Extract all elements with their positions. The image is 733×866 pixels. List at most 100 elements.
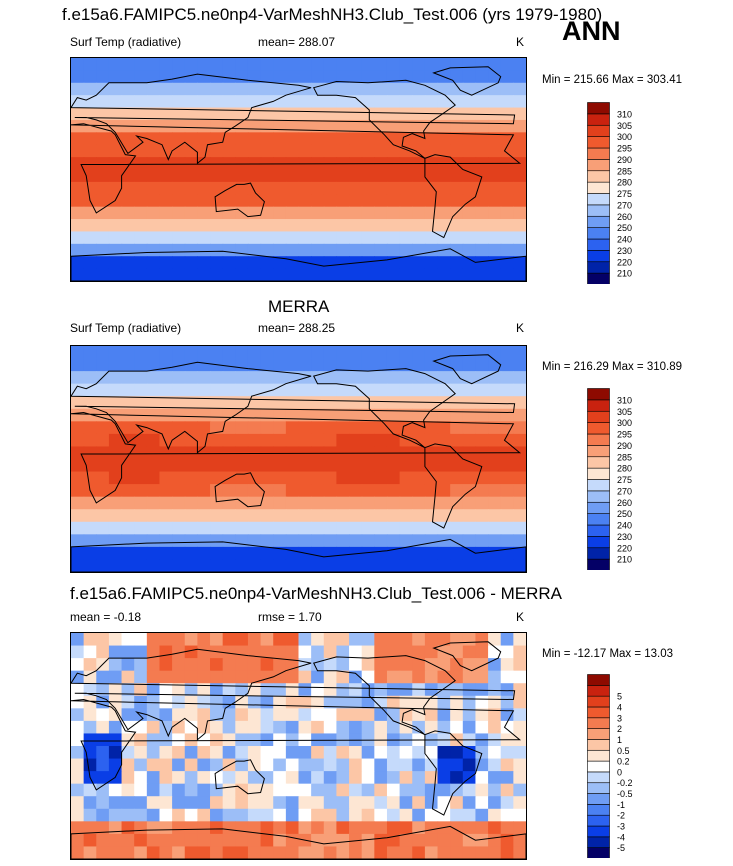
colorbar-box xyxy=(587,771,610,784)
field-cell xyxy=(399,408,413,422)
field-cell xyxy=(361,194,375,208)
field-cell xyxy=(71,433,85,448)
field-cell xyxy=(146,346,161,360)
field-cell xyxy=(399,546,413,561)
field-cell xyxy=(361,708,375,722)
field-cell xyxy=(475,58,489,71)
field-cell xyxy=(197,496,211,510)
field-cell xyxy=(475,194,489,208)
field-cell xyxy=(235,645,249,659)
field-cell xyxy=(71,256,85,270)
field-cell xyxy=(374,559,388,572)
field-cell xyxy=(513,219,526,233)
field-cell xyxy=(386,433,401,448)
field-cell xyxy=(386,471,401,485)
field-cell xyxy=(172,433,186,448)
field-cell xyxy=(323,231,338,245)
field-cell xyxy=(500,658,514,672)
field-cell xyxy=(121,471,135,485)
colorbar-box xyxy=(587,159,610,172)
field-cell xyxy=(146,683,161,697)
field-cell xyxy=(386,132,401,146)
field-cell xyxy=(386,670,401,684)
field-cell xyxy=(146,358,161,372)
field-cell xyxy=(197,783,211,797)
field-cell xyxy=(488,633,502,647)
field-cell xyxy=(273,433,287,448)
field-cell xyxy=(412,808,426,822)
field-cell xyxy=(500,796,514,810)
field-cell xyxy=(184,758,198,772)
field-cell xyxy=(450,521,464,535)
field-cell xyxy=(210,546,224,561)
field-cell xyxy=(450,808,464,822)
africa-outline xyxy=(71,411,522,504)
field-cell xyxy=(273,645,287,659)
field-cell xyxy=(412,459,426,473)
field-cell xyxy=(361,181,375,195)
field-cell xyxy=(121,459,135,473)
field-cell xyxy=(260,546,274,561)
field-cell xyxy=(197,256,211,270)
field-cell xyxy=(412,683,426,697)
field-cell xyxy=(210,408,224,422)
field-cell xyxy=(437,471,451,485)
field-cell xyxy=(146,771,161,785)
field-cell xyxy=(247,206,262,220)
colorbar-label: 275 xyxy=(617,189,632,199)
field-cell xyxy=(399,783,413,797)
field-cell xyxy=(298,169,312,183)
coastlines xyxy=(71,641,526,859)
field-cell xyxy=(298,796,312,810)
field-cell xyxy=(323,371,338,385)
field-cell xyxy=(71,496,85,510)
field-cell xyxy=(462,509,477,523)
field-cell xyxy=(437,771,451,785)
field-cell xyxy=(273,758,287,772)
field-cell xyxy=(146,82,161,96)
field-cell xyxy=(235,821,249,835)
field-cell xyxy=(488,796,502,810)
field-cell xyxy=(260,383,274,397)
field-cell xyxy=(197,70,211,84)
field-cell xyxy=(134,808,148,822)
field-cell xyxy=(146,243,161,257)
field-cell xyxy=(210,82,224,96)
field-cell xyxy=(260,194,274,208)
field-cell xyxy=(273,771,287,785)
field-cell xyxy=(108,796,123,810)
field-cell xyxy=(462,846,477,859)
field-cell xyxy=(336,771,350,785)
field-cell xyxy=(222,559,236,572)
field-cell xyxy=(71,633,85,647)
field-cell xyxy=(172,808,186,822)
field-cell xyxy=(513,783,526,797)
north-america-outline xyxy=(312,368,456,449)
field-cell xyxy=(210,107,224,121)
field-cell xyxy=(336,496,350,510)
field-cell xyxy=(184,408,198,422)
field-cell xyxy=(83,808,97,822)
colorbar-box xyxy=(587,717,610,729)
field-cell xyxy=(336,95,350,109)
field-cell xyxy=(399,695,413,709)
field-cell xyxy=(386,746,401,760)
field-cell xyxy=(222,396,236,410)
field-cell xyxy=(210,484,224,498)
field-cell xyxy=(323,720,338,735)
colorbar-box xyxy=(587,536,610,549)
field-cell xyxy=(159,396,173,410)
colorbar-box xyxy=(587,728,610,740)
field-cell xyxy=(311,821,325,835)
field-cell xyxy=(273,821,287,835)
field-cell xyxy=(83,733,97,747)
field-cell xyxy=(71,796,85,810)
field-cell xyxy=(71,358,85,372)
field-cell xyxy=(462,720,477,735)
field-cell xyxy=(71,509,85,523)
field-cell xyxy=(159,358,173,372)
field-cell xyxy=(311,107,325,121)
field-cell xyxy=(71,846,85,859)
field-cell xyxy=(285,433,300,448)
field-cell xyxy=(500,346,514,360)
